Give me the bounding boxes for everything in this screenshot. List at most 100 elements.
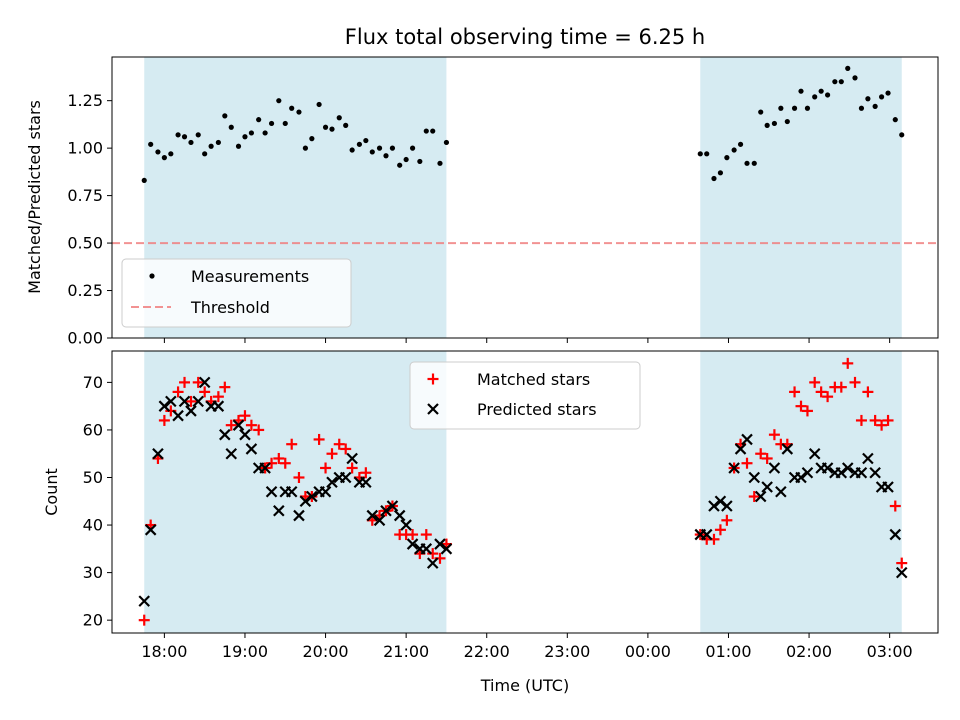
matched-star-point bbox=[138, 614, 150, 626]
x-tick-label: 01:00 bbox=[705, 642, 751, 661]
predicted-star-point bbox=[761, 481, 773, 493]
measurement-point bbox=[256, 117, 262, 123]
predicted-star-point bbox=[741, 433, 753, 446]
predicted-star-point bbox=[721, 500, 733, 512]
measurement-point bbox=[242, 134, 248, 140]
bottom-y-axis-label: Count bbox=[42, 468, 61, 516]
measurement-point bbox=[188, 139, 194, 146]
measurement-point bbox=[376, 145, 383, 151]
matched-star-point bbox=[313, 433, 325, 445]
measurement-points bbox=[141, 65, 905, 184]
measurement-point bbox=[276, 98, 282, 104]
x-tick-label: 03:00 bbox=[867, 642, 913, 661]
bottom-shaded-region bbox=[700, 351, 902, 633]
bottom-legend: Matched stars Predicted stars bbox=[409, 361, 641, 430]
measurement-point bbox=[878, 94, 885, 100]
measurement-point bbox=[302, 145, 309, 151]
matched-star-point bbox=[253, 424, 265, 436]
bottom-axes-frame bbox=[111, 350, 939, 634]
matched-star-point bbox=[869, 414, 881, 426]
predicted-star-point bbox=[889, 528, 902, 541]
predicted-star-point bbox=[869, 466, 881, 479]
legend-predicted-label: Predicted stars bbox=[477, 400, 597, 419]
measurement-point bbox=[885, 90, 891, 96]
x-tick-label: 23:00 bbox=[544, 642, 590, 661]
top-y-tick-label: 0.75 bbox=[67, 186, 103, 205]
x-tick-label: 00:00 bbox=[625, 642, 671, 661]
measurement-point bbox=[818, 88, 824, 94]
measurement-point bbox=[195, 132, 201, 138]
matched-star-point bbox=[279, 457, 291, 469]
measurement-point bbox=[704, 151, 710, 157]
measurement-point bbox=[397, 162, 403, 168]
measurement-point bbox=[309, 136, 315, 142]
measurement-point bbox=[248, 130, 255, 136]
predicted-star-point bbox=[360, 476, 372, 489]
predicted-star-point bbox=[265, 485, 278, 498]
measurement-point bbox=[369, 149, 375, 155]
measurement-point bbox=[148, 141, 154, 147]
measurement-point bbox=[771, 120, 778, 127]
measurement-point bbox=[262, 130, 268, 136]
measurement-point bbox=[430, 128, 436, 134]
measurement-point bbox=[858, 105, 865, 111]
measurement-point bbox=[804, 105, 811, 111]
measurement-point bbox=[296, 109, 302, 115]
measurement-point bbox=[443, 139, 450, 146]
predicted-star-point bbox=[882, 481, 894, 493]
predicted-star-point bbox=[299, 495, 312, 508]
measurement-point bbox=[437, 160, 443, 166]
measurement-point bbox=[175, 132, 181, 138]
x-axis-label: Time (UTC) bbox=[480, 676, 569, 695]
matched-star-point bbox=[212, 391, 224, 403]
bottom-y-tick-label: 70 bbox=[83, 373, 103, 392]
matched-star-point bbox=[741, 457, 753, 469]
legend-matched-label: Matched stars bbox=[477, 370, 590, 389]
measurement-point bbox=[343, 122, 349, 128]
measurement-point bbox=[202, 151, 208, 157]
predicted-star-point bbox=[406, 538, 419, 550]
measurement-point bbox=[758, 109, 764, 115]
x-tick-label: 22:00 bbox=[464, 642, 510, 661]
predicted-star-point bbox=[259, 462, 271, 474]
measurement-point bbox=[791, 105, 798, 111]
measurement-point bbox=[235, 143, 242, 149]
matched-star-point bbox=[815, 386, 827, 398]
matched-star-point bbox=[889, 500, 901, 512]
matched-star-point bbox=[761, 452, 773, 464]
matched-star-point bbox=[346, 462, 358, 474]
measurement-point bbox=[215, 139, 221, 146]
predicted-star-point bbox=[185, 405, 197, 417]
predicted-star-point bbox=[373, 514, 386, 527]
predicted-star-point bbox=[841, 462, 854, 474]
matched-star-point bbox=[420, 529, 432, 541]
measurement-point bbox=[798, 88, 804, 94]
predicted-star-point bbox=[754, 490, 767, 503]
matched-star-point bbox=[795, 400, 807, 412]
predicted-star-point bbox=[239, 428, 251, 441]
predicted-star-point bbox=[386, 500, 399, 512]
measurement-point bbox=[356, 141, 362, 147]
measurement-point bbox=[778, 105, 784, 111]
measurement-point bbox=[824, 92, 831, 98]
matched-star-point bbox=[789, 386, 801, 398]
x-tick-label: 20:00 bbox=[302, 642, 348, 661]
matched-star-point bbox=[835, 381, 847, 393]
predicted-star-point bbox=[821, 462, 834, 474]
matched-star-point bbox=[293, 471, 305, 483]
measurement-point bbox=[141, 177, 147, 184]
legend-matched-plus bbox=[427, 373, 439, 385]
matched-star-point bbox=[822, 391, 834, 403]
predicted-star-point bbox=[232, 419, 245, 431]
measurement-point bbox=[764, 122, 770, 128]
measurement-point bbox=[865, 96, 871, 102]
predicted-star-point bbox=[714, 495, 727, 508]
predicted-star-point bbox=[700, 528, 713, 541]
predicted-star-point bbox=[273, 505, 285, 517]
matched-star-point bbox=[219, 381, 231, 393]
measurement-point bbox=[899, 132, 905, 138]
matched-star-point bbox=[407, 529, 419, 541]
matched-star-point bbox=[876, 419, 888, 431]
matched-star-point bbox=[768, 429, 780, 441]
predicted-star-point bbox=[285, 485, 298, 498]
